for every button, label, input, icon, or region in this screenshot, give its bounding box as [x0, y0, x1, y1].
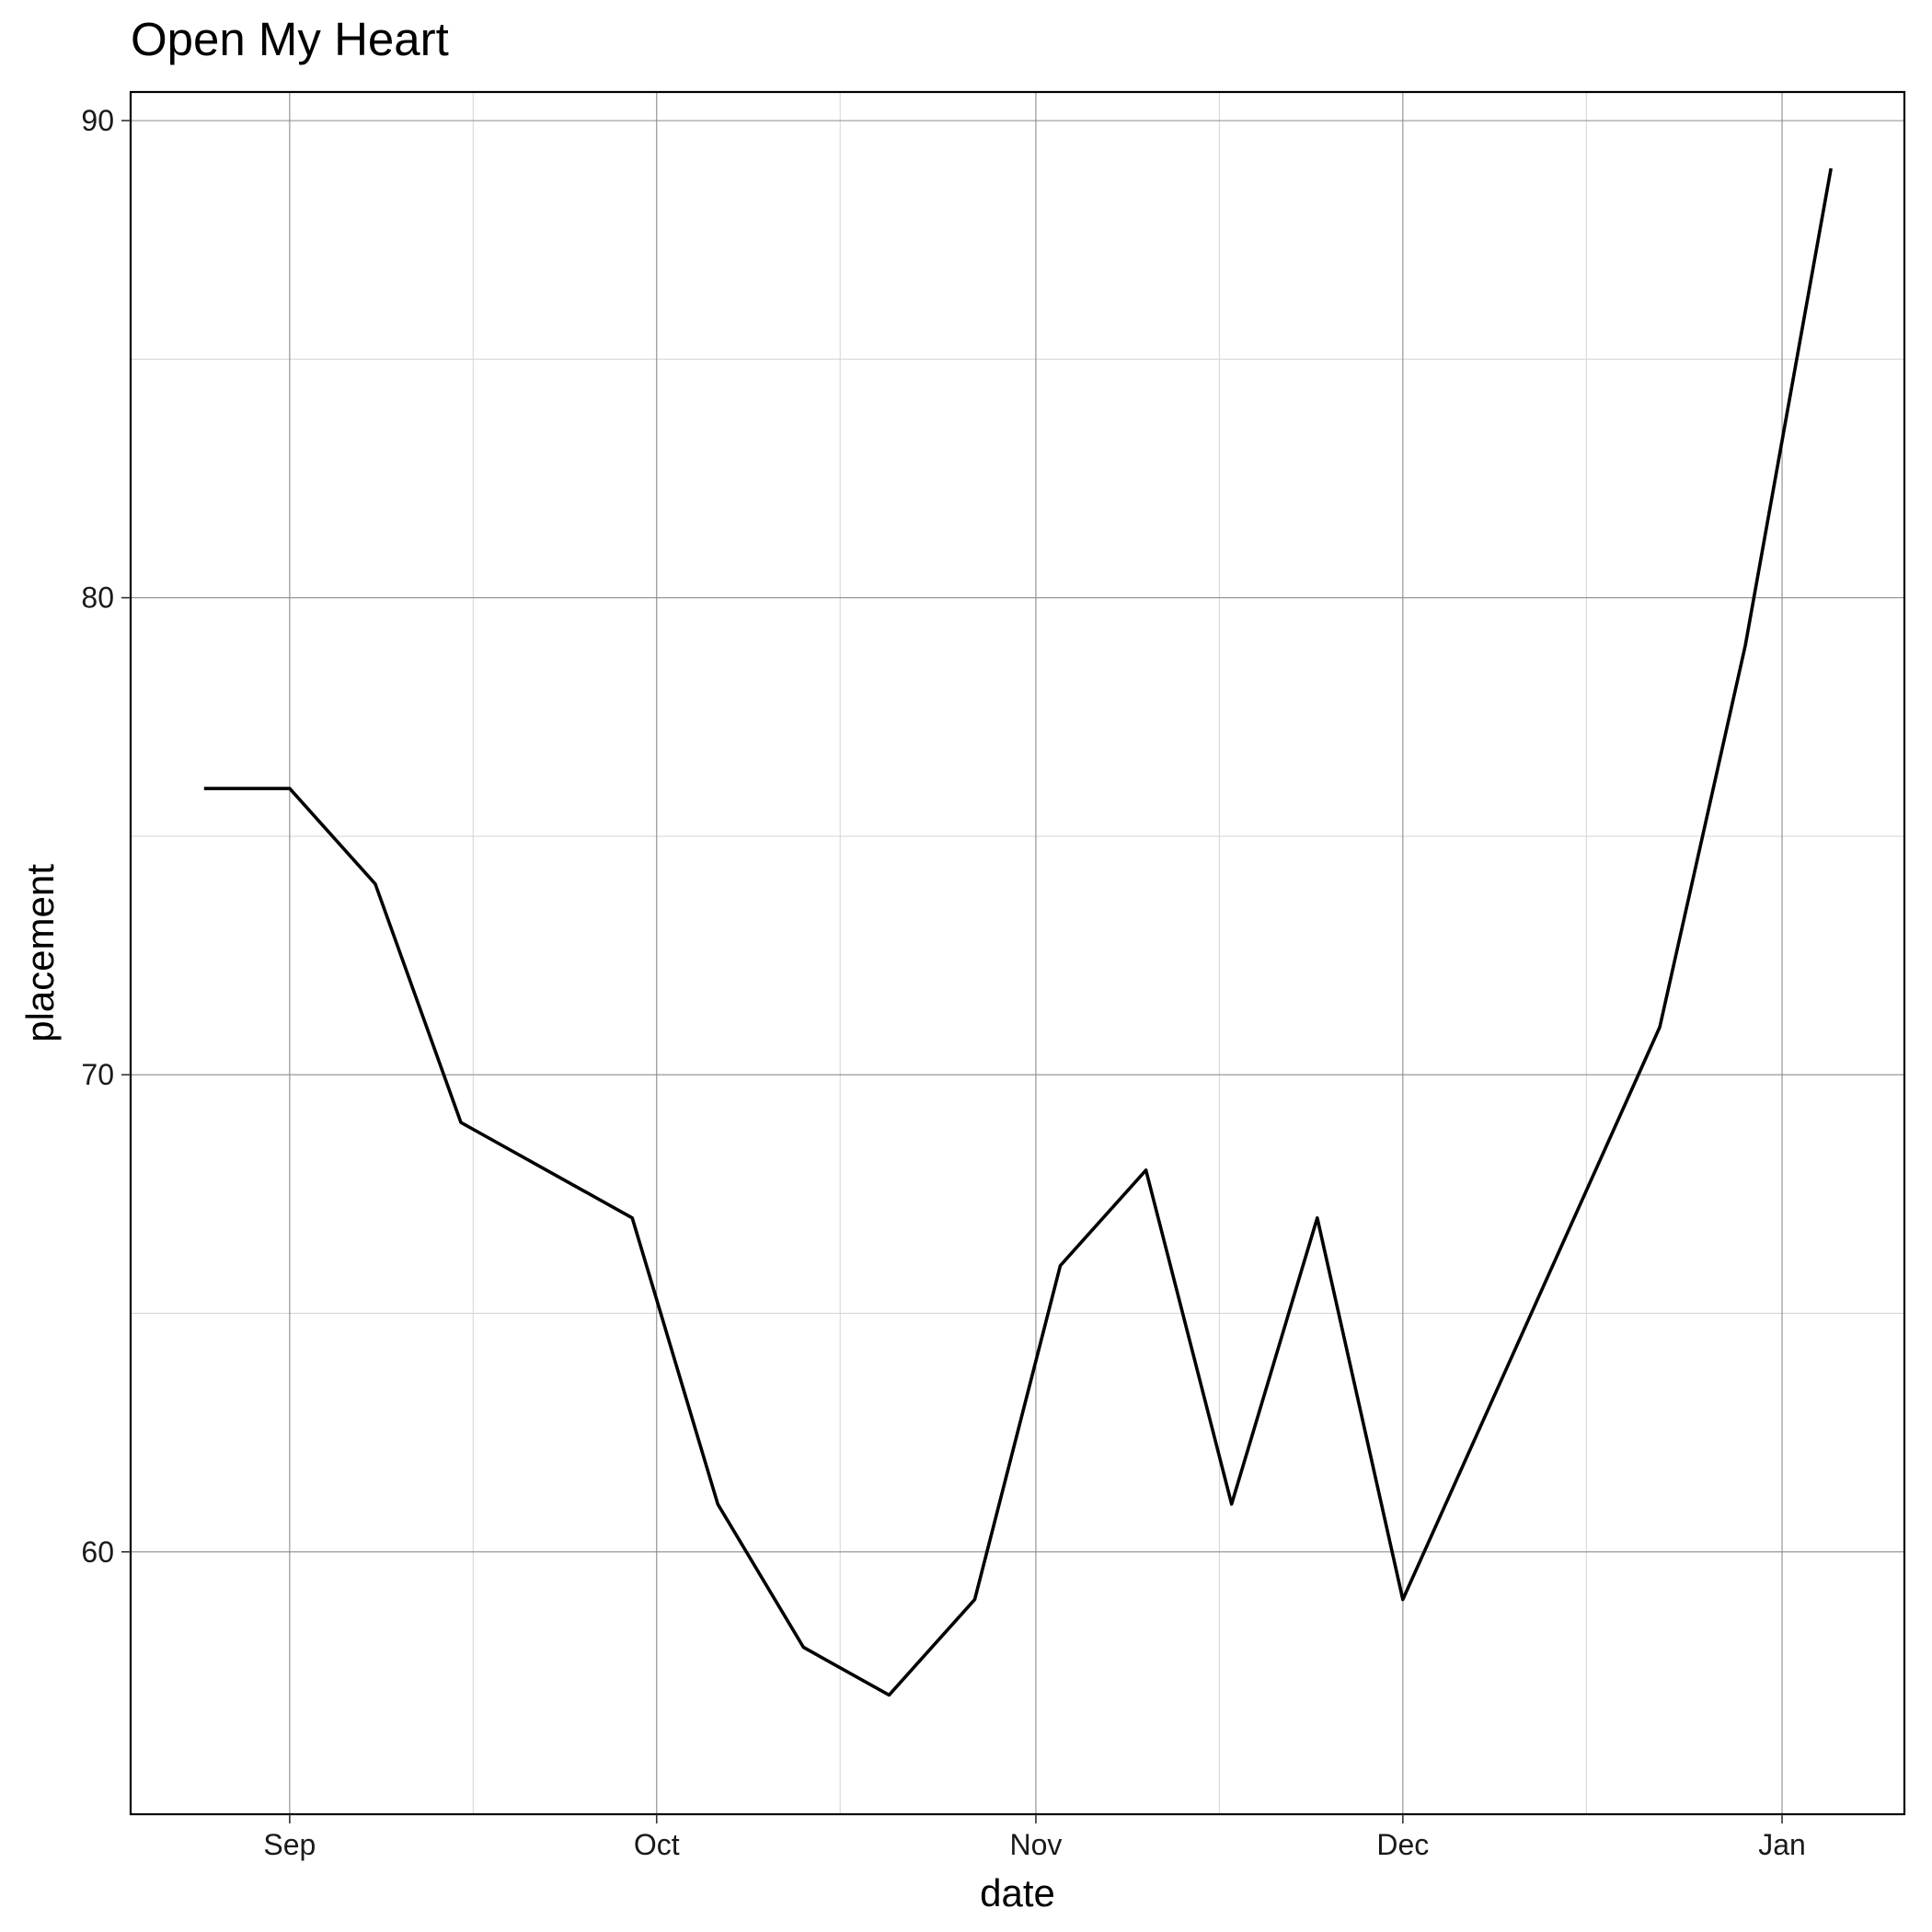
axes: 60 70 80 90 Sep Oct Nov Dec Jan: [81, 104, 1805, 1861]
y-tick-label: 70: [81, 1058, 114, 1091]
y-axis-title: placement: [18, 864, 62, 1042]
x-tick-label: Nov: [1009, 1828, 1062, 1861]
series-layer: [203, 167, 1833, 1697]
y-tick-label: 60: [81, 1535, 114, 1569]
x-tick-label: Jan: [1758, 1828, 1806, 1861]
x-axis-title: date: [980, 1871, 1055, 1915]
x-tick-label: Dec: [1376, 1828, 1429, 1861]
y-tick-label: 90: [81, 104, 114, 137]
y-tick-label: 80: [81, 581, 114, 615]
chart-title: Open My Heart: [131, 13, 449, 65]
x-tick-label: Sep: [263, 1828, 316, 1861]
plot-panel-border: [129, 90, 1906, 1816]
gridlines: [131, 92, 1904, 1814]
x-tick-label: Oct: [634, 1828, 680, 1861]
series-line: [203, 167, 1833, 1697]
